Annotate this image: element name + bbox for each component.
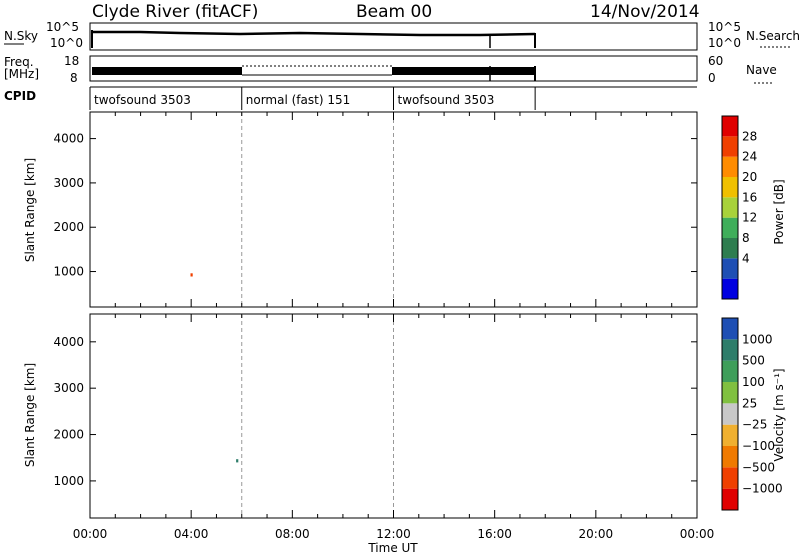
- colorbar-swatch: [722, 258, 738, 279]
- nsky-tick-low-right: 10^0: [708, 36, 741, 50]
- colorbar-tick-label: 25: [742, 396, 757, 410]
- velocity-colorbar: 1000 500 100 25 −25 −100 −500 −1000: [721, 317, 783, 511]
- colorbar-swatch: [722, 197, 738, 218]
- colorbar-frame: [721, 115, 739, 300]
- power-xticks: [89, 112, 698, 307]
- colorbar-swatch: [722, 360, 738, 382]
- colorbar-swatch: [722, 467, 738, 489]
- freq-label-2: [MHz]: [4, 67, 39, 81]
- colorbar-tick-label: 28: [742, 129, 757, 143]
- y-tick-label: 4000: [53, 335, 84, 349]
- colorbar-frame: [721, 317, 739, 511]
- velocity-yticks: 1000 2000 3000 4000: [53, 335, 697, 488]
- nsky-label: N.Sky: [4, 29, 38, 43]
- x-tick-label: 12:00: [376, 527, 411, 541]
- power-data: [190, 112, 394, 307]
- colorbar-swatch: [722, 136, 738, 157]
- y-tick-label: 2000: [53, 428, 84, 442]
- freq-block-1: [92, 67, 242, 75]
- range-cell: [190, 273, 193, 277]
- colorbar-tick-label: 16: [742, 190, 757, 204]
- x-tick-label: 04:00: [174, 527, 209, 541]
- power-yticks: 1000 2000 3000 4000: [53, 132, 697, 279]
- colorbar-swatch: [722, 156, 738, 177]
- cpid-segment-label: normal (fast) 151: [246, 93, 350, 107]
- colorbar-tick-label: 8: [742, 231, 750, 245]
- range-cell: [236, 459, 239, 463]
- colorbar-swatch: [722, 446, 738, 468]
- colorbar-tick-label: 24: [742, 150, 757, 164]
- velocity-data: [236, 314, 394, 518]
- beam-title: Beam 00: [356, 2, 432, 22]
- y-tick-label: 1000: [53, 474, 84, 488]
- x-tick-label: 16:00: [477, 527, 512, 541]
- colorbar-tick-label: −25: [742, 418, 767, 432]
- nsky-tick-low: 10^0: [50, 36, 83, 50]
- freq-label-1: Freq.: [4, 55, 34, 69]
- x-tick-label: 20:00: [579, 527, 614, 541]
- cpid-segments: twofsound 3503 normal (fast) 151 twofsound…: [89, 87, 536, 110]
- y-tick-label: 3000: [53, 381, 84, 395]
- colorbar-swatch: [722, 278, 738, 299]
- colorbar-tick-label: 1000: [742, 332, 773, 346]
- freq-tick-high: 18: [64, 54, 79, 68]
- x-tick-labels: 00:00 04:00 08:00 12:00 16:00 20:00 00:00: [73, 527, 715, 541]
- nsearch-label: N.Search: [746, 29, 800, 43]
- colorbar-swatch: [722, 217, 738, 238]
- colorbar-tick-label: −1000: [742, 482, 783, 496]
- colorbar-swatch: [722, 403, 738, 425]
- colorbar-swatch: [722, 488, 738, 510]
- nave-tick-high: 60: [708, 54, 723, 68]
- colorbar-swatch: [722, 382, 738, 404]
- cpid-segment-label: twofsound 3503: [94, 93, 191, 107]
- freq-block-2: [392, 67, 535, 75]
- colorbar-swatch: [722, 339, 738, 361]
- colorbar-swatch: [722, 177, 738, 198]
- x-tick-label: 00:00: [73, 527, 108, 541]
- colorbar-swatch: [722, 116, 738, 137]
- freq-tick-low: 8: [70, 71, 78, 85]
- y-tick-label: 1000: [53, 265, 84, 279]
- x-tick-label: 08:00: [275, 527, 310, 541]
- colorbar-swatch: [722, 238, 738, 259]
- colorbar-tick-label: −100: [742, 439, 775, 453]
- colorbar-tick-label: −500: [742, 460, 775, 474]
- y-tick-label: 4000: [53, 132, 84, 146]
- colorbar-tick-label: 500: [742, 354, 765, 368]
- y-tick-label: 3000: [53, 176, 84, 190]
- date-title: 14/Nov/2014: [590, 2, 700, 22]
- y-tick-label: 2000: [53, 220, 84, 234]
- power-colorbar: 28 24 20 16 12 8 4: [721, 115, 757, 300]
- colorbar-tick-label: 4: [742, 251, 750, 265]
- cpid-label: CPID: [4, 89, 36, 103]
- nsky-tick-high: 10^5: [46, 20, 79, 34]
- power-colorbar-label: Power [dB]: [772, 179, 786, 244]
- colorbar-swatch: [722, 318, 738, 340]
- nave-label: Nave: [746, 63, 777, 77]
- cpid-segment-label: twofsound 3503: [398, 93, 495, 107]
- x-axis-title: Time UT: [367, 541, 418, 554]
- colorbar-tick-label: 100: [742, 375, 765, 389]
- station-title: Clyde River (fitACF): [92, 2, 258, 22]
- nsky-tick-high-right: 10^5: [708, 20, 741, 34]
- nsky-panel: [89, 22, 698, 51]
- colorbar-tick-label: 20: [742, 170, 757, 184]
- velocity-xticks: [89, 314, 698, 518]
- nsky-trace: [92, 30, 536, 37]
- colorbar-swatch: [722, 424, 738, 446]
- velocity-colorbar-label: Velocity [m s⁻¹]: [772, 368, 786, 461]
- nave-tick-low: 0: [708, 71, 716, 85]
- x-tick-label: 00:00: [680, 527, 715, 541]
- velocity-ylabel: Slant Range [km]: [23, 363, 37, 467]
- power-ylabel: Slant Range [km]: [23, 158, 37, 262]
- colorbar-tick-label: 12: [742, 211, 757, 225]
